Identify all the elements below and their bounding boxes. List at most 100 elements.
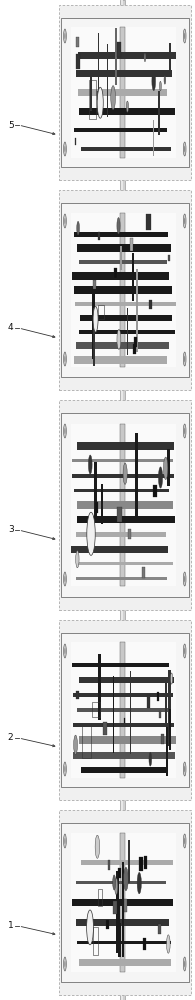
Bar: [124, 718, 125, 723]
Circle shape: [184, 33, 185, 39]
Bar: [61, 18, 189, 167]
Bar: [58, 5, 191, 180]
Bar: [98, 305, 104, 319]
Bar: [73, 752, 175, 759]
Circle shape: [183, 834, 186, 848]
Text: 1: 1: [8, 922, 13, 930]
Circle shape: [184, 838, 185, 844]
Circle shape: [117, 329, 121, 349]
Bar: [77, 562, 173, 565]
Bar: [149, 300, 152, 309]
Circle shape: [64, 572, 66, 586]
Bar: [114, 268, 117, 278]
Circle shape: [164, 76, 166, 84]
Bar: [74, 128, 167, 132]
Circle shape: [126, 101, 129, 112]
Circle shape: [184, 218, 185, 224]
Bar: [168, 255, 169, 261]
Bar: [74, 356, 167, 364]
Bar: [75, 302, 176, 306]
Bar: [74, 286, 172, 294]
Bar: [61, 823, 189, 982]
Bar: [71, 546, 168, 553]
Circle shape: [183, 29, 186, 43]
Bar: [76, 54, 80, 69]
Circle shape: [64, 428, 66, 434]
Bar: [76, 342, 169, 349]
Circle shape: [76, 551, 79, 568]
Bar: [58, 620, 191, 800]
Bar: [79, 108, 175, 115]
Circle shape: [184, 576, 185, 582]
Circle shape: [64, 648, 66, 654]
Bar: [74, 489, 169, 492]
Bar: [121, 0, 123, 1000]
Circle shape: [184, 356, 185, 362]
Bar: [81, 860, 173, 865]
Circle shape: [183, 424, 186, 438]
Bar: [76, 919, 169, 926]
Circle shape: [64, 961, 66, 967]
Bar: [76, 37, 79, 47]
Circle shape: [64, 218, 66, 224]
Bar: [117, 42, 121, 57]
Circle shape: [88, 455, 92, 474]
Bar: [98, 232, 100, 240]
Bar: [120, 0, 125, 1000]
Circle shape: [64, 644, 66, 658]
Bar: [120, 246, 122, 270]
Bar: [81, 767, 168, 773]
Bar: [118, 868, 121, 878]
Circle shape: [64, 834, 66, 848]
Bar: [147, 695, 151, 708]
Bar: [80, 315, 172, 321]
Bar: [124, 899, 127, 912]
Circle shape: [183, 957, 186, 971]
Bar: [168, 709, 171, 750]
Bar: [122, 862, 124, 957]
Circle shape: [183, 352, 186, 366]
Bar: [107, 44, 108, 117]
Bar: [98, 889, 102, 906]
Bar: [77, 501, 173, 509]
Bar: [168, 670, 171, 746]
Bar: [128, 529, 131, 539]
Circle shape: [64, 356, 66, 362]
Bar: [61, 203, 189, 377]
Bar: [138, 857, 143, 871]
Circle shape: [183, 762, 186, 776]
Bar: [134, 337, 137, 347]
Bar: [161, 734, 164, 744]
Bar: [153, 485, 157, 497]
Bar: [128, 840, 129, 883]
Text: 2: 2: [8, 734, 13, 742]
Bar: [95, 502, 98, 513]
Bar: [76, 577, 167, 580]
Circle shape: [113, 875, 116, 890]
Bar: [101, 484, 103, 524]
Circle shape: [87, 512, 95, 555]
Bar: [120, 424, 125, 586]
Bar: [72, 459, 173, 462]
Circle shape: [64, 29, 66, 43]
Bar: [72, 663, 169, 667]
Bar: [93, 280, 96, 289]
Bar: [74, 138, 76, 145]
Circle shape: [64, 762, 66, 776]
Bar: [94, 462, 97, 521]
Bar: [142, 567, 145, 578]
Bar: [77, 708, 171, 712]
Bar: [135, 433, 138, 518]
Circle shape: [159, 467, 163, 488]
Circle shape: [149, 752, 152, 766]
Bar: [93, 325, 95, 363]
Bar: [169, 43, 171, 75]
Bar: [71, 27, 176, 158]
Circle shape: [184, 428, 185, 434]
Bar: [90, 76, 92, 111]
Bar: [76, 532, 166, 537]
Bar: [77, 442, 174, 450]
Circle shape: [74, 735, 77, 754]
Circle shape: [64, 424, 66, 438]
Bar: [113, 901, 117, 914]
